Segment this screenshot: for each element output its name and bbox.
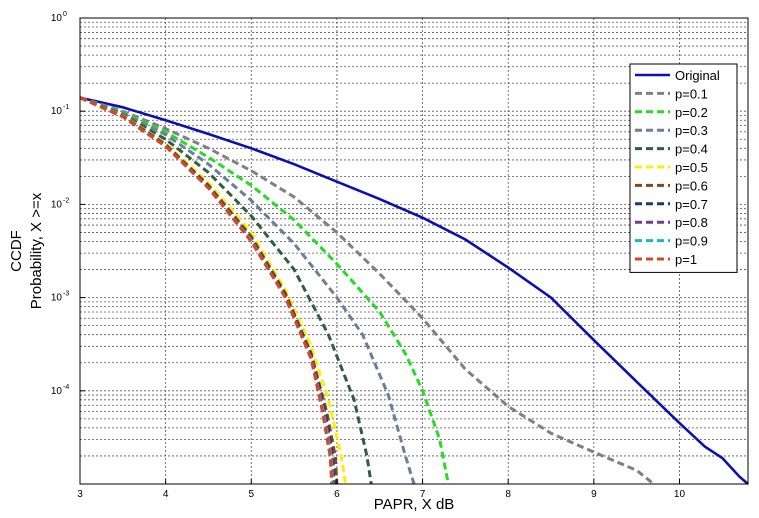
plot-frame — [79, 17, 749, 485]
series-line-p-0-8 — [79, 96, 335, 485]
y-tick-exponent: 0 — [63, 11, 67, 18]
x-tick-label: 10 — [674, 489, 686, 500]
x-tick-label: 6 — [334, 489, 340, 500]
legend-label: p=0.1 — [675, 86, 708, 101]
series-line-p-1 — [79, 96, 334, 485]
legend-label: p=0.7 — [675, 197, 708, 212]
x-tick-label: 7 — [420, 489, 426, 500]
y-tick-exponent: -3 — [63, 291, 69, 298]
y-axis-label-secondary: Probability, X >=x — [28, 192, 45, 309]
legend-label: p=0.6 — [675, 178, 708, 193]
y-tick-exponent: -1 — [63, 104, 69, 111]
legend-label: p=0.2 — [675, 105, 708, 120]
series-layer — [79, 96, 749, 486]
x-tick-label: 9 — [591, 489, 597, 500]
x-tick-label: 4 — [163, 489, 169, 500]
legend-label: p=0.3 — [675, 123, 708, 138]
y-tick-label: 10 — [51, 13, 63, 24]
x-tick-label: 5 — [249, 489, 255, 500]
y-tick-label: 10 — [51, 199, 63, 210]
series-line-p-0-3 — [79, 96, 416, 485]
legend: Original p=0.1 p=0.2 p=0.3 p=0.4 p=0.5 p=0.6 p=… — [629, 63, 738, 273]
legend-label: p=0.8 — [675, 215, 708, 230]
x-axis-label: PAPR, X dB — [374, 496, 455, 513]
series-line-p-0-9 — [79, 96, 335, 485]
legend-label: p=1 — [675, 252, 697, 267]
y-tick-exponent: -4 — [63, 384, 69, 391]
y-tick-label: 10 — [51, 106, 63, 117]
series-line-p-0-6 — [79, 96, 339, 485]
legend-label: p=0.4 — [675, 142, 708, 157]
series-line-p-0-2 — [79, 96, 450, 485]
y-tick-exponent: -2 — [63, 197, 69, 204]
legend-label: p=0.5 — [675, 160, 708, 175]
legend-label: Original — [675, 68, 720, 83]
x-tick-label: 3 — [77, 489, 83, 500]
series-line-p-0-1 — [79, 96, 655, 486]
legend-label: p=0.9 — [675, 234, 708, 249]
series-line-p-0-7 — [79, 96, 336, 485]
y-axis-label: CCDF — [8, 230, 25, 272]
y-tick-label: 10 — [51, 293, 63, 304]
series-line-original — [79, 96, 749, 485]
x-tick-label: 8 — [505, 489, 511, 500]
series-line-p-0-4 — [79, 96, 373, 485]
y-tick-label: 10 — [51, 386, 63, 397]
